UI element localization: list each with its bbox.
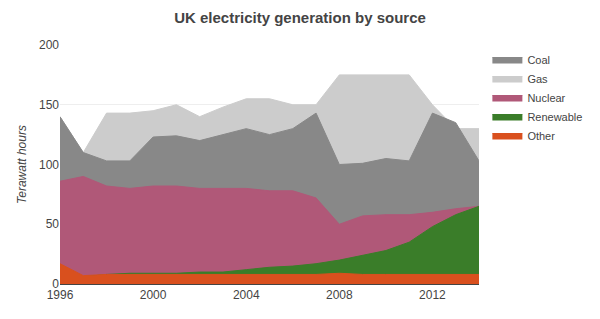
svg-text:UK electricity generation by s: UK electricity generation by source [174, 9, 426, 26]
svg-text:1996: 1996 [47, 288, 74, 302]
svg-text:100: 100 [39, 158, 59, 172]
svg-text:2004: 2004 [233, 288, 260, 302]
svg-text:Gas: Gas [527, 73, 548, 85]
svg-text:50: 50 [46, 217, 60, 231]
svg-text:Coal: Coal [527, 54, 550, 66]
svg-text:Terawatt hours: Terawatt hours [15, 125, 29, 204]
svg-text:Other: Other [527, 130, 555, 142]
svg-text:150: 150 [39, 98, 59, 112]
svg-text:2008: 2008 [326, 288, 353, 302]
svg-text:Nuclear: Nuclear [527, 92, 565, 104]
svg-text:2000: 2000 [140, 288, 167, 302]
svg-text:200: 200 [39, 38, 59, 52]
svg-text:2012: 2012 [419, 288, 446, 302]
svg-text:Renewable: Renewable [527, 111, 582, 123]
svg-text:0: 0 [52, 277, 59, 291]
